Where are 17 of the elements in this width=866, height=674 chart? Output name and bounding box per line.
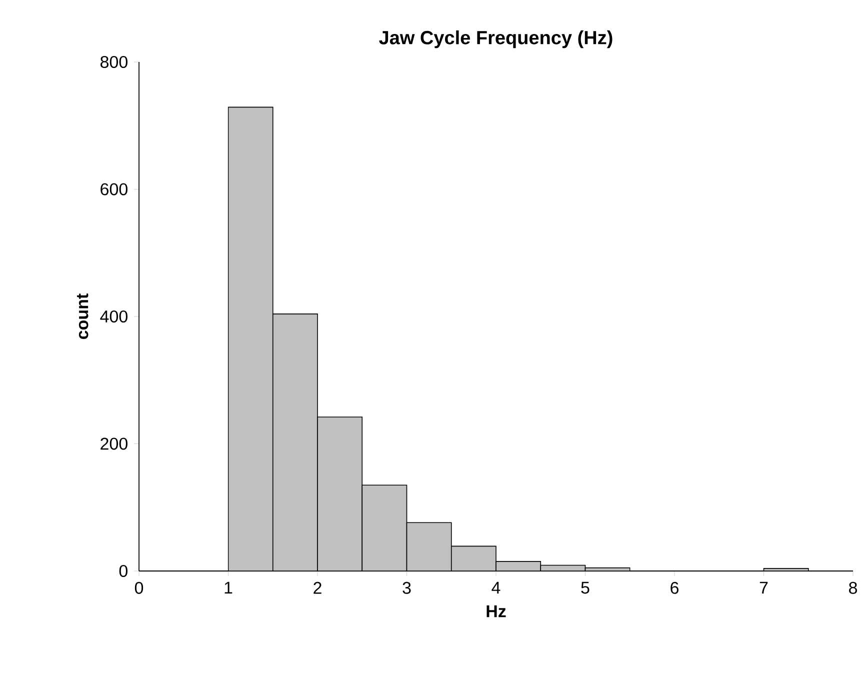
x-tick-label: 2 [314, 582, 322, 594]
x-tick-label: 3 [402, 582, 411, 594]
x-tick-label: 1 [224, 582, 232, 594]
y-axis-title: count [76, 294, 88, 339]
x-tick-label: 0 [134, 582, 144, 594]
x-tick-label: 8 [849, 582, 857, 594]
x-axis-title: Hz [486, 605, 506, 618]
y-tick-label: 200 [100, 438, 128, 450]
y-tick-label: 600 [100, 183, 128, 196]
x-tick-label: 5 [581, 582, 590, 594]
x-tick-label: 7 [760, 582, 768, 594]
y-tick-label: 0 [119, 564, 128, 578]
x-tick-label: 4 [492, 582, 500, 594]
x-tick-label: 6 [670, 582, 678, 594]
chart-title: Jaw Cycle Frequency (Hz) [379, 30, 612, 48]
y-tick-label: 800 [100, 56, 128, 68]
y-tick-label: 400 [100, 310, 128, 323]
